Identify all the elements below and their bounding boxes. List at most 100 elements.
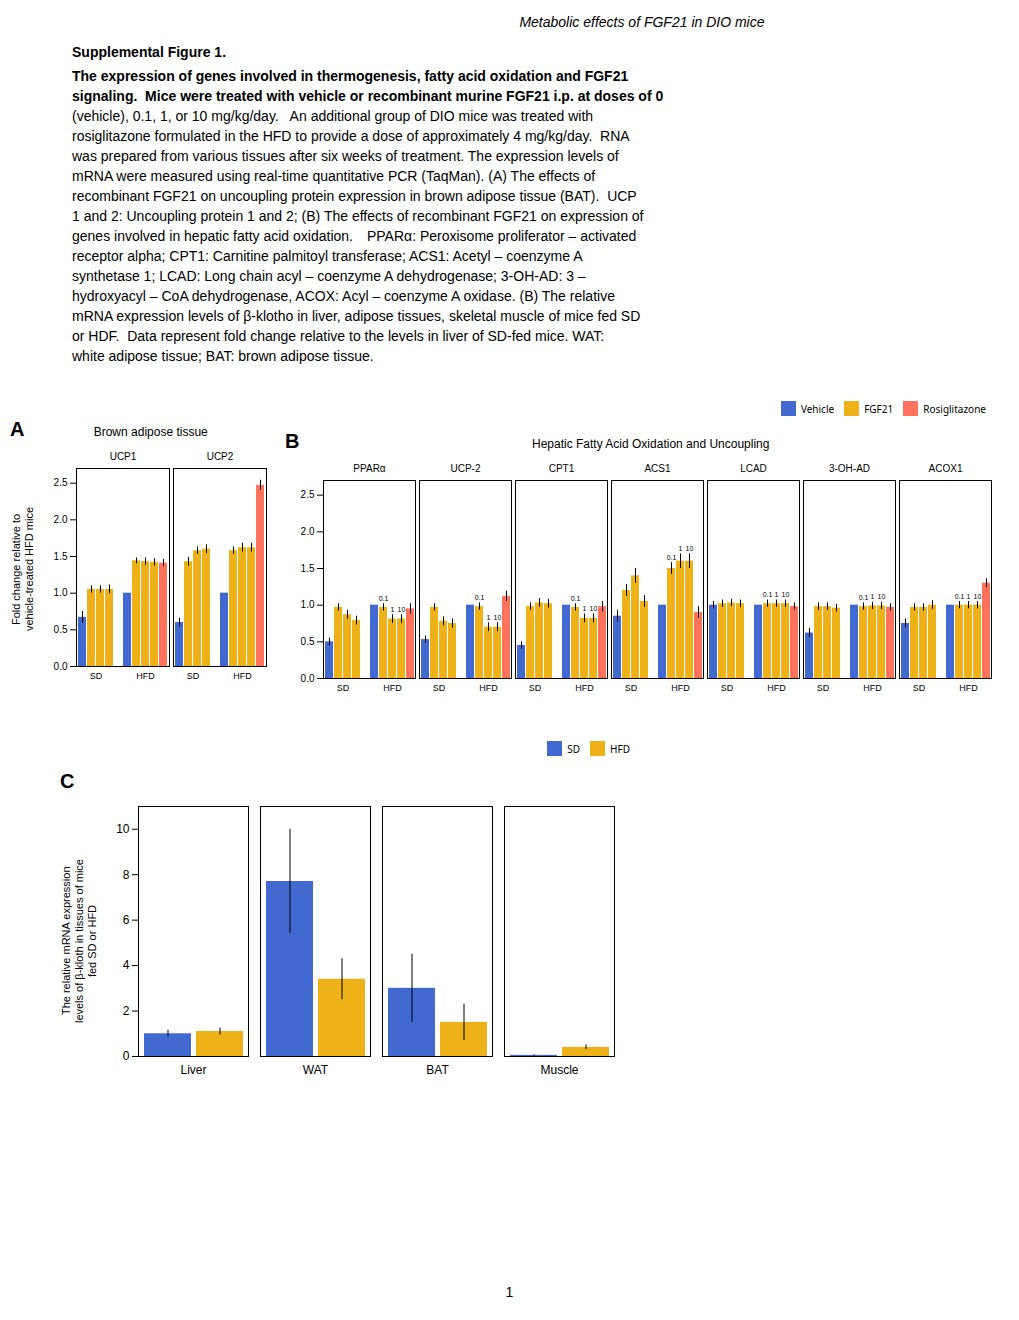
svg-text:SD: SD (90, 671, 103, 681)
svg-text:2.0: 2.0 (301, 526, 315, 537)
svg-text:1.0: 1.0 (301, 599, 315, 610)
svg-text:0.5: 0.5 (54, 624, 68, 635)
svg-text:SD: SD (187, 671, 200, 681)
svg-text:1: 1 (487, 614, 491, 621)
html-text:B: B (285, 430, 300, 452)
html-text:Vehicle: Vehicle (800, 401, 835, 416)
html-text:signaling. Mice were treated w: signaling. Mice were treated with vehicl… (72, 88, 664, 104)
svg-text:10: 10 (782, 591, 790, 598)
html-text:1 and 2: Uncoupling protein 1: 1 and 2: Uncoupling protein 1 and 2; (B)… (72, 208, 644, 224)
html-text:Hepatic Fatty Acid Oxidation a: Hepatic Fatty Acid Oxidation and Uncoupl… (532, 437, 770, 451)
svg-text:WAT: WAT (303, 1063, 329, 1077)
svg-text:0.0: 0.0 (54, 661, 68, 672)
svg-text:1.0: 1.0 (54, 587, 68, 598)
html-text:The relative mRNA expression: The relative mRNA expression (60, 866, 72, 1016)
svg-text:SD: SD (625, 683, 638, 693)
svg-text:8: 8 (123, 868, 130, 882)
svg-text:HFD: HFD (671, 683, 690, 693)
html-text:Metabolic effects of FGF21 in: Metabolic effects of FGF21 in DIO mice (519, 14, 765, 30)
html-text:Fold change relative to: Fold change relative to (10, 513, 22, 625)
svg-text:SD: SD (913, 683, 926, 693)
svg-text:1: 1 (967, 593, 971, 600)
html-text:Supplemental Figure 1.: Supplemental Figure 1. (72, 44, 226, 60)
svg-text:1.5: 1.5 (54, 551, 68, 562)
svg-text:2.0: 2.0 (54, 514, 68, 525)
svg-text:0.1: 0.1 (571, 595, 581, 602)
svg-text:4: 4 (123, 958, 130, 972)
svg-text:0.5: 0.5 (301, 636, 315, 647)
svg-text:SD: SD (721, 683, 734, 693)
svg-text:HFD: HFD (383, 683, 402, 693)
html-text:rosiglitazone formulated in th: rosiglitazone formulated in the HFD to p… (72, 128, 630, 144)
html-text:The expression of genes involv: The expression of genes involved in ther… (72, 68, 629, 84)
html-text:Brown adipose tissue: Brown adipose tissue (93, 425, 208, 439)
html-text:receptor alpha; CPT1: Carnitin: receptor alpha; CPT1: Carnitine palmitoy… (72, 248, 583, 264)
svg-text:CPT1: CPT1 (549, 463, 575, 474)
html-text:C: C (60, 770, 75, 792)
html-text:mRNA were measured using real-: mRNA were measured using real-time quant… (72, 168, 596, 184)
html-text:FGF21: FGF21 (864, 401, 894, 416)
svg-text:UCP1: UCP1 (110, 451, 137, 462)
html-text:or HDF. Data represent fold ch: or HDF. Data represent fold change relat… (72, 328, 605, 344)
svg-text:PPARα: PPARα (353, 463, 385, 474)
html-text:was prepared from various tiss: was prepared from various tissues after … (72, 148, 619, 164)
svg-text:0.1: 0.1 (475, 594, 485, 601)
html-text:Rosiglitazone: Rosiglitazone (923, 401, 986, 416)
svg-text:10: 10 (974, 593, 982, 600)
svg-text:HFD: HFD (767, 683, 786, 693)
html-text:mRNA expression levels of β-kl: mRNA expression levels of β-klotho in li… (72, 308, 641, 324)
html-text:A: A (10, 418, 25, 440)
svg-text:0.1: 0.1 (955, 593, 965, 600)
svg-text:ACOX1: ACOX1 (929, 463, 963, 474)
svg-text:10: 10 (878, 593, 886, 600)
svg-text:0.1: 0.1 (859, 594, 869, 601)
svg-text:SD: SD (337, 683, 350, 693)
svg-text:1: 1 (583, 605, 587, 612)
svg-text:HFD: HFD (863, 683, 882, 693)
svg-text:Muscle: Muscle (540, 1063, 578, 1077)
svg-text:HFD: HFD (233, 671, 252, 681)
svg-text:10: 10 (116, 822, 130, 836)
svg-text:SD: SD (433, 683, 446, 693)
svg-text:2.5: 2.5 (301, 489, 315, 500)
svg-text:1: 1 (391, 606, 395, 613)
html-text:HFD: HFD (610, 741, 630, 756)
svg-text:HFD: HFD (479, 683, 498, 693)
svg-text:UCP2: UCP2 (207, 451, 234, 462)
html-text:recombinant FGF21 on uncouplin: recombinant FGF21 on uncoupling protein … (72, 188, 637, 204)
svg-text:0.1: 0.1 (379, 595, 389, 602)
svg-text:HFD: HFD (136, 671, 155, 681)
html-text:(vehicle), 0.1, 1, or 10 mg/kg: (vehicle), 0.1, 1, or 10 mg/kg/day. An a… (72, 108, 594, 124)
svg-text:1: 1 (871, 593, 875, 600)
svg-text:SD: SD (529, 683, 542, 693)
svg-text:0.0: 0.0 (301, 673, 315, 684)
svg-text:1: 1 (775, 591, 779, 598)
svg-text:UCP-2: UCP-2 (450, 463, 480, 474)
svg-text:6: 6 (123, 913, 130, 927)
svg-text:HFD: HFD (959, 683, 978, 693)
svg-text:0.1: 0.1 (763, 591, 773, 598)
svg-text:LCAD: LCAD (740, 463, 767, 474)
svg-text:10: 10 (686, 545, 694, 552)
svg-text:HFD: HFD (575, 683, 594, 693)
svg-text:10: 10 (494, 614, 502, 621)
svg-text:1: 1 (679, 545, 683, 552)
html-text:white adipose tissue; BAT: bro: white adipose tissue; BAT: brown adipose… (72, 348, 374, 364)
html-text:synthetase 1; LCAD: Long chain: synthetase 1; LCAD: Long chain acyl – co… (72, 268, 586, 284)
html-text:vehicle-treated HFD mice: vehicle-treated HFD mice (23, 507, 35, 631)
html-text:hydroxyacyl – CoA dehydrogenas: hydroxyacyl – CoA dehydrogenase, ACOX: A… (72, 288, 615, 304)
html-text:genes involved in hepatic fatt: genes involved in hepatic fatty acid oxi… (72, 228, 637, 244)
svg-text:0.1: 0.1 (667, 554, 677, 561)
html-text:SD: SD (567, 741, 581, 756)
svg-text:BAT: BAT (426, 1063, 449, 1077)
svg-text:Liver: Liver (180, 1063, 206, 1077)
svg-text:10: 10 (398, 606, 406, 613)
svg-text:2: 2 (123, 1004, 130, 1018)
svg-text:2.5: 2.5 (54, 477, 68, 488)
svg-text:0: 0 (123, 1049, 130, 1063)
svg-text:10: 10 (590, 605, 598, 612)
svg-text:1.5: 1.5 (301, 563, 315, 574)
svg-text:SD: SD (817, 683, 830, 693)
svg-text:ACS1: ACS1 (644, 463, 671, 474)
svg-text:3-OH-AD: 3-OH-AD (829, 463, 870, 474)
